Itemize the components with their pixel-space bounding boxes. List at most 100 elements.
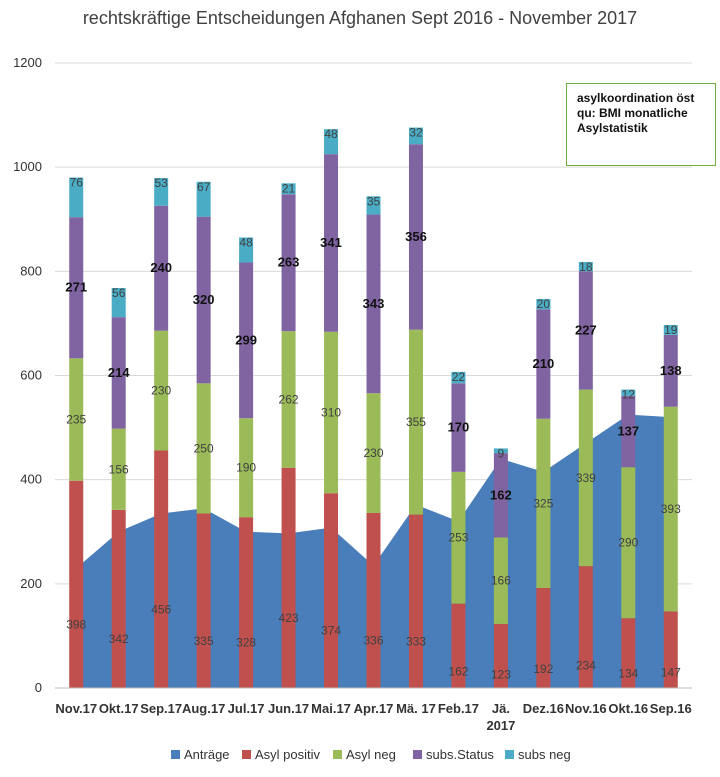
legend-asyl-neg: Asyl neg bbox=[333, 747, 396, 762]
label-asyl-positiv: 147 bbox=[661, 666, 681, 680]
bar-subs-neg bbox=[408, 127, 423, 145]
bar-asyl-positiv bbox=[408, 514, 423, 688]
bar-asyl-neg bbox=[196, 383, 211, 514]
bar-subs-status bbox=[281, 194, 296, 332]
bar-asyl-neg bbox=[281, 331, 296, 468]
label-asyl-positiv: 123 bbox=[491, 667, 511, 681]
bar-subs-neg bbox=[196, 181, 211, 217]
label-subs-neg: 67 bbox=[197, 180, 211, 194]
legend-label: Asyl positiv bbox=[255, 747, 321, 762]
area-antraege bbox=[76, 414, 671, 688]
bar-asyl-positiv bbox=[366, 513, 381, 688]
label-asyl-neg: 190 bbox=[236, 461, 256, 475]
bar-subs-neg bbox=[578, 261, 593, 272]
bar-asyl-neg bbox=[621, 467, 636, 619]
legend-asyl-positiv: Asyl positiv bbox=[242, 747, 321, 762]
bar-asyl-neg bbox=[69, 358, 84, 481]
label-subs-neg: 48 bbox=[324, 127, 338, 141]
bar-subs-status bbox=[239, 262, 254, 419]
label-asyl-neg: 262 bbox=[279, 392, 299, 406]
bar-asyl-positiv bbox=[536, 588, 551, 688]
label-asyl-positiv: 333 bbox=[406, 634, 426, 648]
label-subs-status: 240 bbox=[150, 260, 172, 275]
y-tick-label: 800 bbox=[20, 263, 42, 278]
legend-label: subs neg bbox=[518, 747, 571, 762]
label-subs-status: 263 bbox=[278, 255, 300, 270]
bar-asyl-neg bbox=[578, 389, 593, 567]
x-tick-label: Okt.16 bbox=[608, 701, 648, 716]
bar-subs-neg bbox=[324, 129, 339, 155]
x-tick-label: Jun.17 bbox=[268, 701, 309, 716]
label-asyl-neg: 230 bbox=[151, 384, 171, 398]
bar-subs-neg bbox=[493, 448, 508, 454]
label-asyl-positiv: 336 bbox=[363, 634, 383, 648]
x-tick-label: Apr.17 bbox=[354, 701, 394, 716]
label-subs-neg: 19 bbox=[664, 323, 678, 337]
label-subs-neg: 56 bbox=[112, 286, 126, 300]
bar-asyl-positiv bbox=[621, 618, 636, 688]
label-asyl-neg: 339 bbox=[576, 471, 596, 485]
bar-subs-status bbox=[408, 144, 423, 330]
label-subs-status: 356 bbox=[405, 229, 427, 244]
bar-asyl-neg bbox=[239, 418, 254, 518]
label-asyl-neg: 235 bbox=[66, 413, 86, 427]
label-subs-status: 320 bbox=[193, 292, 215, 307]
bar-asyl-neg bbox=[493, 537, 508, 624]
label-subs-status: 299 bbox=[235, 332, 257, 347]
bar-asyl-positiv bbox=[578, 566, 593, 688]
bar-subs-status bbox=[621, 395, 636, 468]
bar-asyl-positiv bbox=[451, 603, 466, 688]
label-subs-neg: 53 bbox=[154, 176, 168, 190]
x-tick-label: Nov.16 bbox=[565, 701, 607, 716]
legend-swatch bbox=[242, 750, 251, 759]
label-asyl-neg: 250 bbox=[194, 441, 214, 455]
bar-asyl-neg bbox=[663, 406, 678, 612]
label-subs-neg: 35 bbox=[367, 194, 381, 208]
bar-subs-neg bbox=[69, 177, 84, 218]
x-tick-label: Dez.16 bbox=[523, 701, 564, 716]
bar-subs-neg bbox=[663, 324, 678, 335]
label-asyl-positiv: 134 bbox=[618, 667, 638, 681]
source-annotation: asylkoordination öst qu: BMI monatliche … bbox=[566, 83, 716, 166]
bar-subs-status bbox=[366, 214, 381, 394]
y-tick-label: 1200 bbox=[13, 55, 42, 70]
x-tick-label: Nov.17 bbox=[55, 701, 97, 716]
x-tick-label: Sep.17 bbox=[140, 701, 182, 716]
label-subs-neg: 9 bbox=[498, 446, 505, 460]
bar-subs-neg bbox=[536, 298, 551, 310]
bar-asyl-positiv bbox=[69, 480, 84, 688]
label-subs-neg: 20 bbox=[537, 297, 551, 311]
bar-subs-neg bbox=[111, 288, 126, 318]
label-asyl-positiv: 374 bbox=[321, 624, 341, 638]
label-subs-status: 214 bbox=[108, 365, 130, 380]
label-asyl-positiv: 398 bbox=[66, 617, 86, 631]
y-axis: 0 200 400 600 800 1000 1200 bbox=[13, 55, 42, 695]
label-subs-status: 271 bbox=[65, 280, 87, 295]
bar-asyl-neg bbox=[536, 418, 551, 588]
bar-asyl-neg bbox=[111, 428, 126, 510]
x-tick-label: Sep.16 bbox=[650, 701, 692, 716]
bar-subs-neg bbox=[154, 178, 169, 206]
x-axis: Nov.17 Okt.17 Sep.17 Aug.17 Jul.17 Jun.17 Mai.… bbox=[55, 687, 692, 733]
label-asyl-neg: 166 bbox=[491, 574, 511, 588]
label-asyl-neg: 290 bbox=[618, 536, 638, 550]
bar-subs-neg bbox=[621, 389, 636, 396]
bar-asyl-positiv bbox=[111, 509, 126, 688]
data-labels: 398 235 271 76 342 156 214 56 456 230 240 53 335 250 3… bbox=[65, 126, 681, 682]
legend-swatch bbox=[333, 750, 342, 759]
legend-antraege: Anträge bbox=[171, 747, 230, 762]
y-tick-label: 400 bbox=[20, 472, 42, 487]
legend-label: Anträge bbox=[184, 747, 230, 762]
label-asyl-neg: 230 bbox=[363, 446, 383, 460]
annotation-line: qu: BMI monatliche bbox=[577, 106, 688, 120]
bar-subs-neg bbox=[451, 371, 466, 384]
x-tick-label: Feb.17 bbox=[438, 701, 479, 716]
legend-swatch bbox=[171, 750, 180, 759]
bar-subs-neg bbox=[239, 237, 254, 263]
legend-subs-neg: subs neg bbox=[505, 747, 571, 762]
bar-asyl-positiv bbox=[663, 611, 678, 688]
y-tick-label: 200 bbox=[20, 576, 42, 591]
label-subs-neg: 76 bbox=[70, 176, 84, 190]
x-tick-label: Okt.17 bbox=[99, 701, 139, 716]
bar-subs-status bbox=[493, 453, 508, 538]
